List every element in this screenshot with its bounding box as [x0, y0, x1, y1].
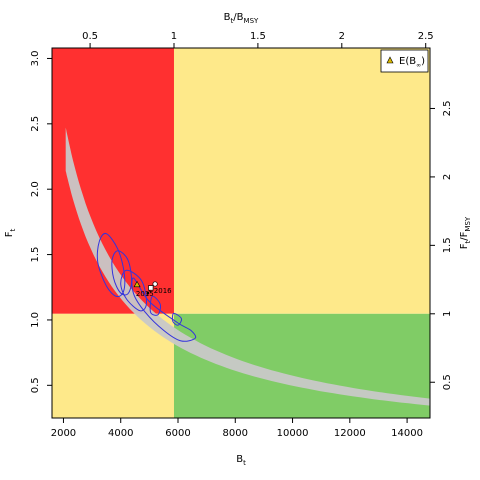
year-label-2015: 2015: [136, 290, 154, 298]
x-bottom-tick-label: 10000: [277, 428, 309, 439]
uncertainty-contour-3: [131, 277, 197, 342]
quadrant-overfishing: [173, 48, 430, 314]
point-square: [148, 285, 154, 291]
y-right-tick-label: 2: [442, 174, 453, 180]
uncertainty-contour-4: [149, 295, 162, 316]
x-top-tick-label: 0.5: [82, 31, 98, 42]
x-bottom-title: Bt: [236, 454, 246, 467]
x-bottom-tick-label: 12000: [334, 428, 366, 439]
x-bottom-tick-label: 4000: [108, 428, 133, 439]
x-bottom-tick-label: 2000: [51, 428, 76, 439]
x-bottom-tick-label: 8000: [223, 428, 248, 439]
y-right-tick-label: 2.5: [442, 101, 453, 117]
x-top-title: Bt/BMSY: [224, 12, 259, 25]
y-left-tick-label: 1.5: [30, 247, 41, 263]
point-circle: [152, 281, 158, 287]
y-right-tick-label: 1: [442, 311, 453, 317]
x-top-tick-label: 1.5: [250, 31, 266, 42]
point-dot: [146, 291, 150, 295]
y-left-tick-label: 1.0: [30, 312, 41, 328]
expected-equilibrium-triangle: [133, 280, 141, 288]
legend-triangle-icon: [386, 56, 394, 64]
y-left-tick-label: 2.5: [30, 116, 41, 132]
plot-frame: [51, 47, 431, 419]
year-label-2016: 2016: [154, 287, 172, 295]
legend-box: [380, 49, 429, 73]
y-left-tick-label: 2.0: [30, 181, 41, 197]
x-bottom-tick-label: 14000: [391, 428, 423, 439]
quadrant-overfished: [52, 313, 174, 418]
uncertainty-contour-0: [96, 232, 126, 298]
x-top-tick-label: 2.5: [418, 31, 434, 42]
y-right-title: Ft/FMSY: [459, 216, 472, 249]
legend-label: E(B∞): [399, 56, 425, 69]
uncertainty-contour-5: [171, 312, 183, 326]
x-top-tick-label: 1: [171, 31, 177, 42]
x-top-tick-label: 2: [339, 31, 345, 42]
quadrant-healthy: [173, 313, 430, 418]
y-right-tick-label: 1.5: [442, 237, 453, 253]
y-right-tick-label: 0.5: [442, 374, 453, 390]
uncertainty-contour-2: [120, 269, 148, 312]
y-left-title: Ft: [4, 228, 17, 237]
legend: E(B∞): [380, 49, 429, 73]
x-bottom-tick-label: 6000: [165, 428, 190, 439]
y-left-tick-label: 0.5: [30, 377, 41, 393]
y-left-tick-label: 3.0: [30, 51, 41, 67]
